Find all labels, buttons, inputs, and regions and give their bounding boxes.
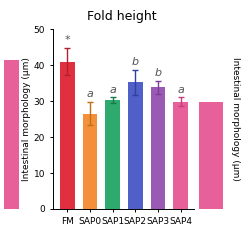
Bar <box>60 61 75 209</box>
Text: b: b <box>132 57 139 67</box>
Text: Intestinal morphology (μm): Intestinal morphology (μm) <box>231 57 240 181</box>
Text: a: a <box>87 89 93 99</box>
Bar <box>199 102 223 209</box>
Text: *: * <box>64 35 70 45</box>
Bar <box>105 100 120 209</box>
Text: a: a <box>177 85 184 95</box>
Text: b: b <box>154 68 162 78</box>
Bar <box>128 82 143 209</box>
Bar <box>151 87 165 209</box>
Bar <box>4 60 19 209</box>
Text: a: a <box>109 85 116 95</box>
Bar <box>83 114 97 209</box>
Y-axis label: Intestinal morphology (μm): Intestinal morphology (μm) <box>22 57 31 181</box>
Bar <box>173 102 188 209</box>
Text: Fold height: Fold height <box>87 10 156 23</box>
